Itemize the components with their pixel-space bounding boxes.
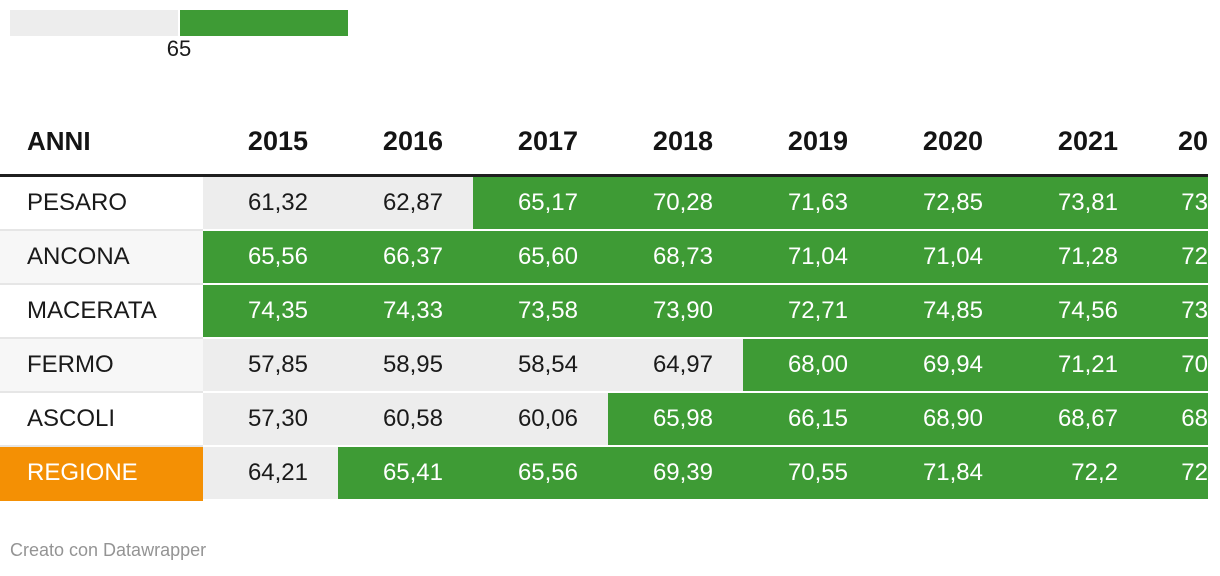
- table-container: ANNI 2015 2016 2017 2018 2019 2020 2021 20 PESARO…: [0, 108, 1208, 501]
- value-cell: 66,37: [338, 229, 473, 285]
- value-cell: 57,30: [203, 391, 338, 447]
- legend-below-threshold-swatch: [10, 10, 178, 36]
- table-row: REGIONE 64,21 65,41 65,56 69,39 70,55 71,84 72,…: [0, 445, 1208, 501]
- value-cell: 58,54: [473, 337, 608, 393]
- value-cell: 61,32: [203, 175, 338, 231]
- value-cell: 71,28: [1013, 229, 1148, 285]
- column-header-year: 20: [1148, 108, 1208, 177]
- column-header-year: 2021: [1013, 108, 1148, 177]
- value-cell: 64,21: [203, 445, 338, 501]
- value-cell: 72,85: [878, 175, 1013, 231]
- value-cell: 65,41: [338, 445, 473, 501]
- value-cell: 72,2: [1013, 445, 1148, 501]
- table-row: FERMO 57,85 58,95 58,54 64,97 68,00 69,94 71,21…: [0, 337, 1208, 393]
- value-cell: 68: [1148, 391, 1208, 447]
- value-cell: 73,90: [608, 283, 743, 339]
- column-header-year: 2017: [473, 108, 608, 177]
- value-cell: 71,04: [878, 229, 1013, 285]
- value-cell: 66,15: [743, 391, 878, 447]
- value-cell: 64,97: [608, 337, 743, 393]
- value-cell: 74,33: [338, 283, 473, 339]
- color-legend: 65: [10, 10, 410, 64]
- value-cell: 57,85: [203, 337, 338, 393]
- value-cell: 65,56: [203, 229, 338, 285]
- table-row: MACERATA 74,35 74,33 73,58 73,90 72,71 74,85 74…: [0, 283, 1208, 339]
- legend-bars: [10, 10, 410, 36]
- value-cell: 65,98: [608, 391, 743, 447]
- column-header-year: 2020: [878, 108, 1013, 177]
- row-label: ASCOLI: [0, 391, 203, 447]
- value-cell: 68,73: [608, 229, 743, 285]
- column-header-label: ANNI: [0, 108, 203, 177]
- header-row: ANNI 2015 2016 2017 2018 2019 2020 2021 20: [0, 108, 1208, 177]
- value-cell: 70: [1148, 337, 1208, 393]
- value-cell: 60,06: [473, 391, 608, 447]
- value-cell: 72: [1148, 229, 1208, 285]
- value-cell: 62,87: [338, 175, 473, 231]
- row-label: FERMO: [0, 337, 203, 393]
- value-cell: 72,71: [743, 283, 878, 339]
- legend-threshold-label: 65: [166, 36, 192, 61]
- column-header-year: 2016: [338, 108, 473, 177]
- attribution-text: Creato con Datawrapper: [10, 540, 207, 560]
- table-row: PESARO 61,32 62,87 65,17 70,28 71,63 72,85 73,8…: [0, 175, 1208, 231]
- row-label: ANCONA: [0, 229, 203, 285]
- value-cell: 58,95: [338, 337, 473, 393]
- value-cell: 73: [1148, 175, 1208, 231]
- value-cell: 71,04: [743, 229, 878, 285]
- column-header-year: 2019: [743, 108, 878, 177]
- row-label: MACERATA: [0, 283, 203, 339]
- value-cell: 69,39: [608, 445, 743, 501]
- value-cell: 69,94: [878, 337, 1013, 393]
- value-cell: 68,90: [878, 391, 1013, 447]
- value-cell: 74,56: [1013, 283, 1148, 339]
- value-cell: 65,56: [473, 445, 608, 501]
- value-cell: 74,85: [878, 283, 1013, 339]
- column-header-year: 2015: [203, 108, 338, 177]
- data-table: ANNI 2015 2016 2017 2018 2019 2020 2021 20 PESARO…: [0, 108, 1208, 501]
- value-cell: 71,21: [1013, 337, 1148, 393]
- value-cell: 73,81: [1013, 175, 1148, 231]
- value-cell: 65,17: [473, 175, 608, 231]
- row-label: REGIONE: [0, 445, 203, 501]
- value-cell: 72: [1148, 445, 1208, 501]
- row-label: PESARO: [0, 175, 203, 231]
- column-header-year: 2018: [608, 108, 743, 177]
- value-cell: 73,58: [473, 283, 608, 339]
- value-cell: 68,67: [1013, 391, 1148, 447]
- value-cell: 65,60: [473, 229, 608, 285]
- value-cell: 70,55: [743, 445, 878, 501]
- table-row: ANCONA 65,56 66,37 65,60 68,73 71,04 71,04 71,2…: [0, 229, 1208, 285]
- value-cell: 71,63: [743, 175, 878, 231]
- legend-above-threshold-swatch: [180, 10, 348, 36]
- value-cell: 71,84: [878, 445, 1013, 501]
- value-cell: 73: [1148, 283, 1208, 339]
- value-cell: 60,58: [338, 391, 473, 447]
- table-row: ASCOLI 57,30 60,58 60,06 65,98 66,15 68,90 68,6…: [0, 391, 1208, 447]
- value-cell: 74,35: [203, 283, 338, 339]
- value-cell: 70,28: [608, 175, 743, 231]
- value-cell: 68,00: [743, 337, 878, 393]
